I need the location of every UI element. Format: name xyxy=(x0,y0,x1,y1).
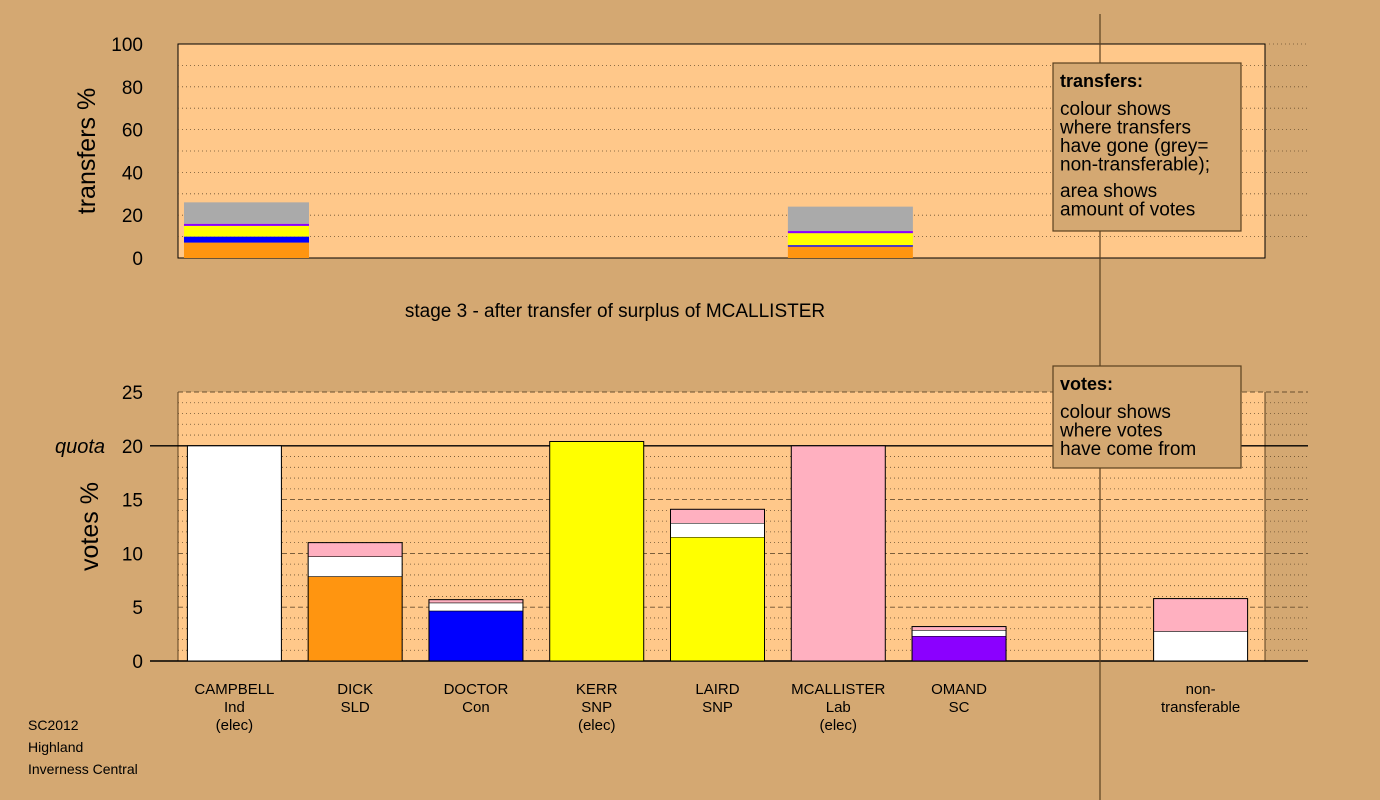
legend-title: transfers: xyxy=(1060,71,1143,91)
y-tick-label: 40 xyxy=(122,163,143,184)
transfer-segment xyxy=(184,223,309,226)
transfer-segment xyxy=(787,245,913,247)
vote-segment xyxy=(670,523,765,538)
y-axis-label: votes % xyxy=(76,482,104,571)
legend-text: non-transferable); xyxy=(1060,155,1210,176)
transfer-segment xyxy=(787,239,913,246)
legend-title: votes: xyxy=(1060,374,1113,394)
legend-text: amount of votes xyxy=(1060,200,1195,221)
candidate-label: Ind xyxy=(224,699,245,716)
candidate-label: Con xyxy=(462,699,490,716)
y-tick-label: 10 xyxy=(122,544,143,565)
vote-bar-outline xyxy=(186,445,282,662)
y-tick-label: 15 xyxy=(122,491,143,512)
candidate-label: transferable xyxy=(1161,699,1240,716)
candidate-label: non- xyxy=(1186,681,1216,698)
vote-segment xyxy=(911,630,1007,637)
vote-segment xyxy=(670,509,765,524)
transfer-segment xyxy=(184,230,309,237)
candidate-label: KERR xyxy=(576,681,618,698)
vote-segment xyxy=(1153,631,1248,662)
caption-year: SC2012 xyxy=(28,717,79,733)
y-tick-label: 0 xyxy=(132,652,143,673)
vote-segment xyxy=(911,626,1007,631)
legend-text: have gone (grey= xyxy=(1060,136,1208,157)
candidate-label: Lab xyxy=(826,699,851,716)
y-tick-label: 20 xyxy=(122,437,143,458)
vote-segment xyxy=(911,636,1007,662)
vote-segment xyxy=(670,537,765,662)
transfer-segment xyxy=(787,233,913,240)
y-tick-label: 80 xyxy=(122,78,143,99)
caption-ward: Inverness Central xyxy=(28,761,138,777)
vote-segment xyxy=(307,542,403,557)
y-tick-label: 0 xyxy=(132,249,143,270)
legend-text: colour shows xyxy=(1060,402,1171,423)
transfer-segment xyxy=(787,231,913,234)
vote-bar-outline xyxy=(549,440,645,662)
y-tick-label: 25 xyxy=(122,383,143,404)
candidate-label: SC xyxy=(949,699,970,716)
candidate-label: DICK xyxy=(337,681,373,698)
vote-segment xyxy=(549,441,644,662)
stage-title: stage 3 - after transfer of surplus of M… xyxy=(405,301,825,322)
candidate-label: (elec) xyxy=(216,717,254,734)
transfer-segment xyxy=(184,236,309,243)
vote-segment xyxy=(1153,598,1248,632)
legend-text: where votes xyxy=(1059,421,1162,442)
y-tick-label: 5 xyxy=(132,598,143,619)
candidate-label: CAMPBELL xyxy=(194,681,274,698)
legend-text: have come from xyxy=(1060,439,1196,460)
vote-bar-outline xyxy=(428,599,524,662)
vote-segment xyxy=(307,556,403,577)
transfer-segment xyxy=(184,225,309,231)
vote-segment xyxy=(428,602,524,612)
transfer-segment xyxy=(787,246,913,258)
legend-text: colour shows xyxy=(1060,99,1171,120)
vote-segment xyxy=(791,445,886,662)
transfer-segment xyxy=(184,202,309,224)
vote-bar-outline xyxy=(1153,598,1249,662)
candidate-label: DOCTOR xyxy=(444,681,509,698)
y-tick-label: 60 xyxy=(122,121,143,142)
vote-bar-outline xyxy=(911,626,1007,662)
vote-bar-outline xyxy=(307,542,403,662)
quota-label: quota xyxy=(55,436,105,458)
caption-council: Highland xyxy=(28,739,84,755)
legend-box xyxy=(1052,365,1242,469)
legend-text: where transfers xyxy=(1059,118,1191,139)
transfer-segment xyxy=(184,242,309,258)
legend-text: area shows xyxy=(1060,181,1157,202)
vote-bar-outline xyxy=(670,508,765,662)
vote-segment xyxy=(187,445,282,662)
candidate-label: SNP xyxy=(581,699,612,716)
y-tick-label: 20 xyxy=(122,206,143,227)
vote-segment xyxy=(428,610,524,662)
y-tick-label: 100 xyxy=(111,35,143,56)
transfer-segment xyxy=(787,206,913,232)
candidate-label: MCALLISTER xyxy=(791,681,885,698)
y-axis-label: transfers % xyxy=(73,88,101,214)
legend-box xyxy=(1052,62,1242,232)
candidate-label: SNP xyxy=(702,699,733,716)
candidate-label: (elec) xyxy=(820,717,858,734)
vote-bar-outline xyxy=(790,445,886,662)
candidate-label: OMAND xyxy=(931,681,987,698)
candidate-label: LAIRD xyxy=(695,681,739,698)
candidate-label: SLD xyxy=(341,699,370,716)
vote-segment xyxy=(307,576,403,662)
candidate-label: (elec) xyxy=(578,717,616,734)
